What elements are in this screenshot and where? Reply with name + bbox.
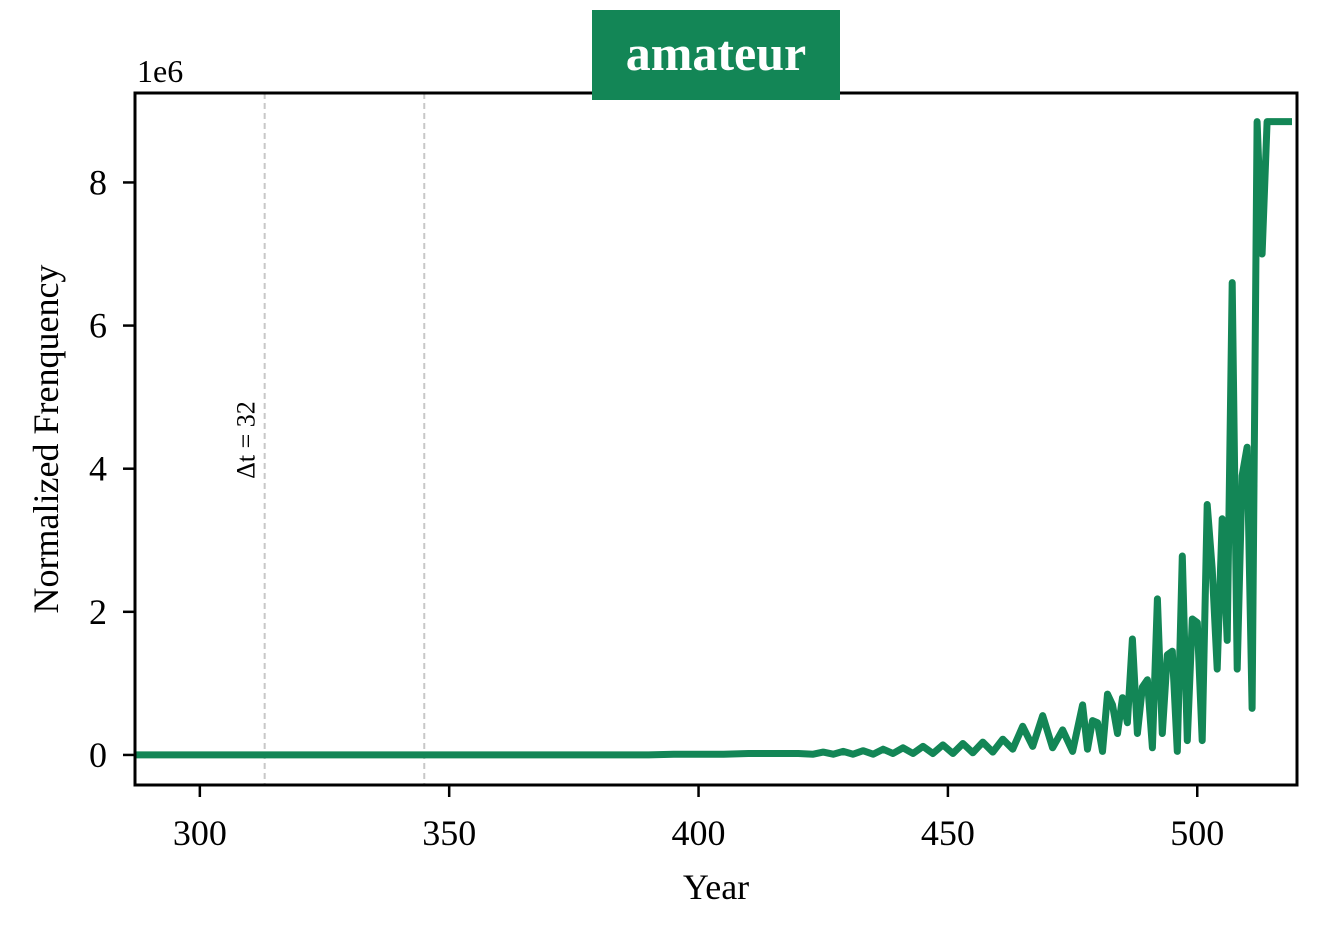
delta-t-annotation: Δt = 32 bbox=[232, 401, 261, 479]
x-tick-label: 400 bbox=[672, 813, 726, 853]
x-tick-label: 300 bbox=[173, 813, 227, 853]
y-tick-label: 8 bbox=[89, 162, 107, 202]
y-axis-multiplier: 1e6 bbox=[137, 53, 183, 89]
y-tick-label: 6 bbox=[89, 306, 107, 346]
title-background bbox=[592, 10, 840, 100]
x-tick-label: 450 bbox=[921, 813, 975, 853]
x-tick-label: 500 bbox=[1170, 813, 1224, 853]
y-axis: 0 2 4 6 8 bbox=[89, 162, 135, 775]
reference-lines bbox=[263, 93, 426, 785]
chart-title-box: amateur bbox=[592, 10, 840, 100]
y-tick-label: 4 bbox=[89, 449, 107, 489]
annotation: Δt = 32 bbox=[232, 401, 261, 479]
y-axis-title: Normalized Frenquency bbox=[26, 265, 66, 614]
plot-frame bbox=[133, 91, 1299, 787]
y-tick-label: 0 bbox=[89, 735, 107, 775]
chart-title: amateur bbox=[626, 25, 807, 81]
x-axis: 300 350 400 450 500 bbox=[173, 785, 1224, 853]
x-axis-title: Year bbox=[683, 867, 749, 907]
series-line bbox=[135, 118, 1292, 759]
x-tick-label: 350 bbox=[422, 813, 476, 853]
y-tick-label: 2 bbox=[89, 592, 107, 632]
